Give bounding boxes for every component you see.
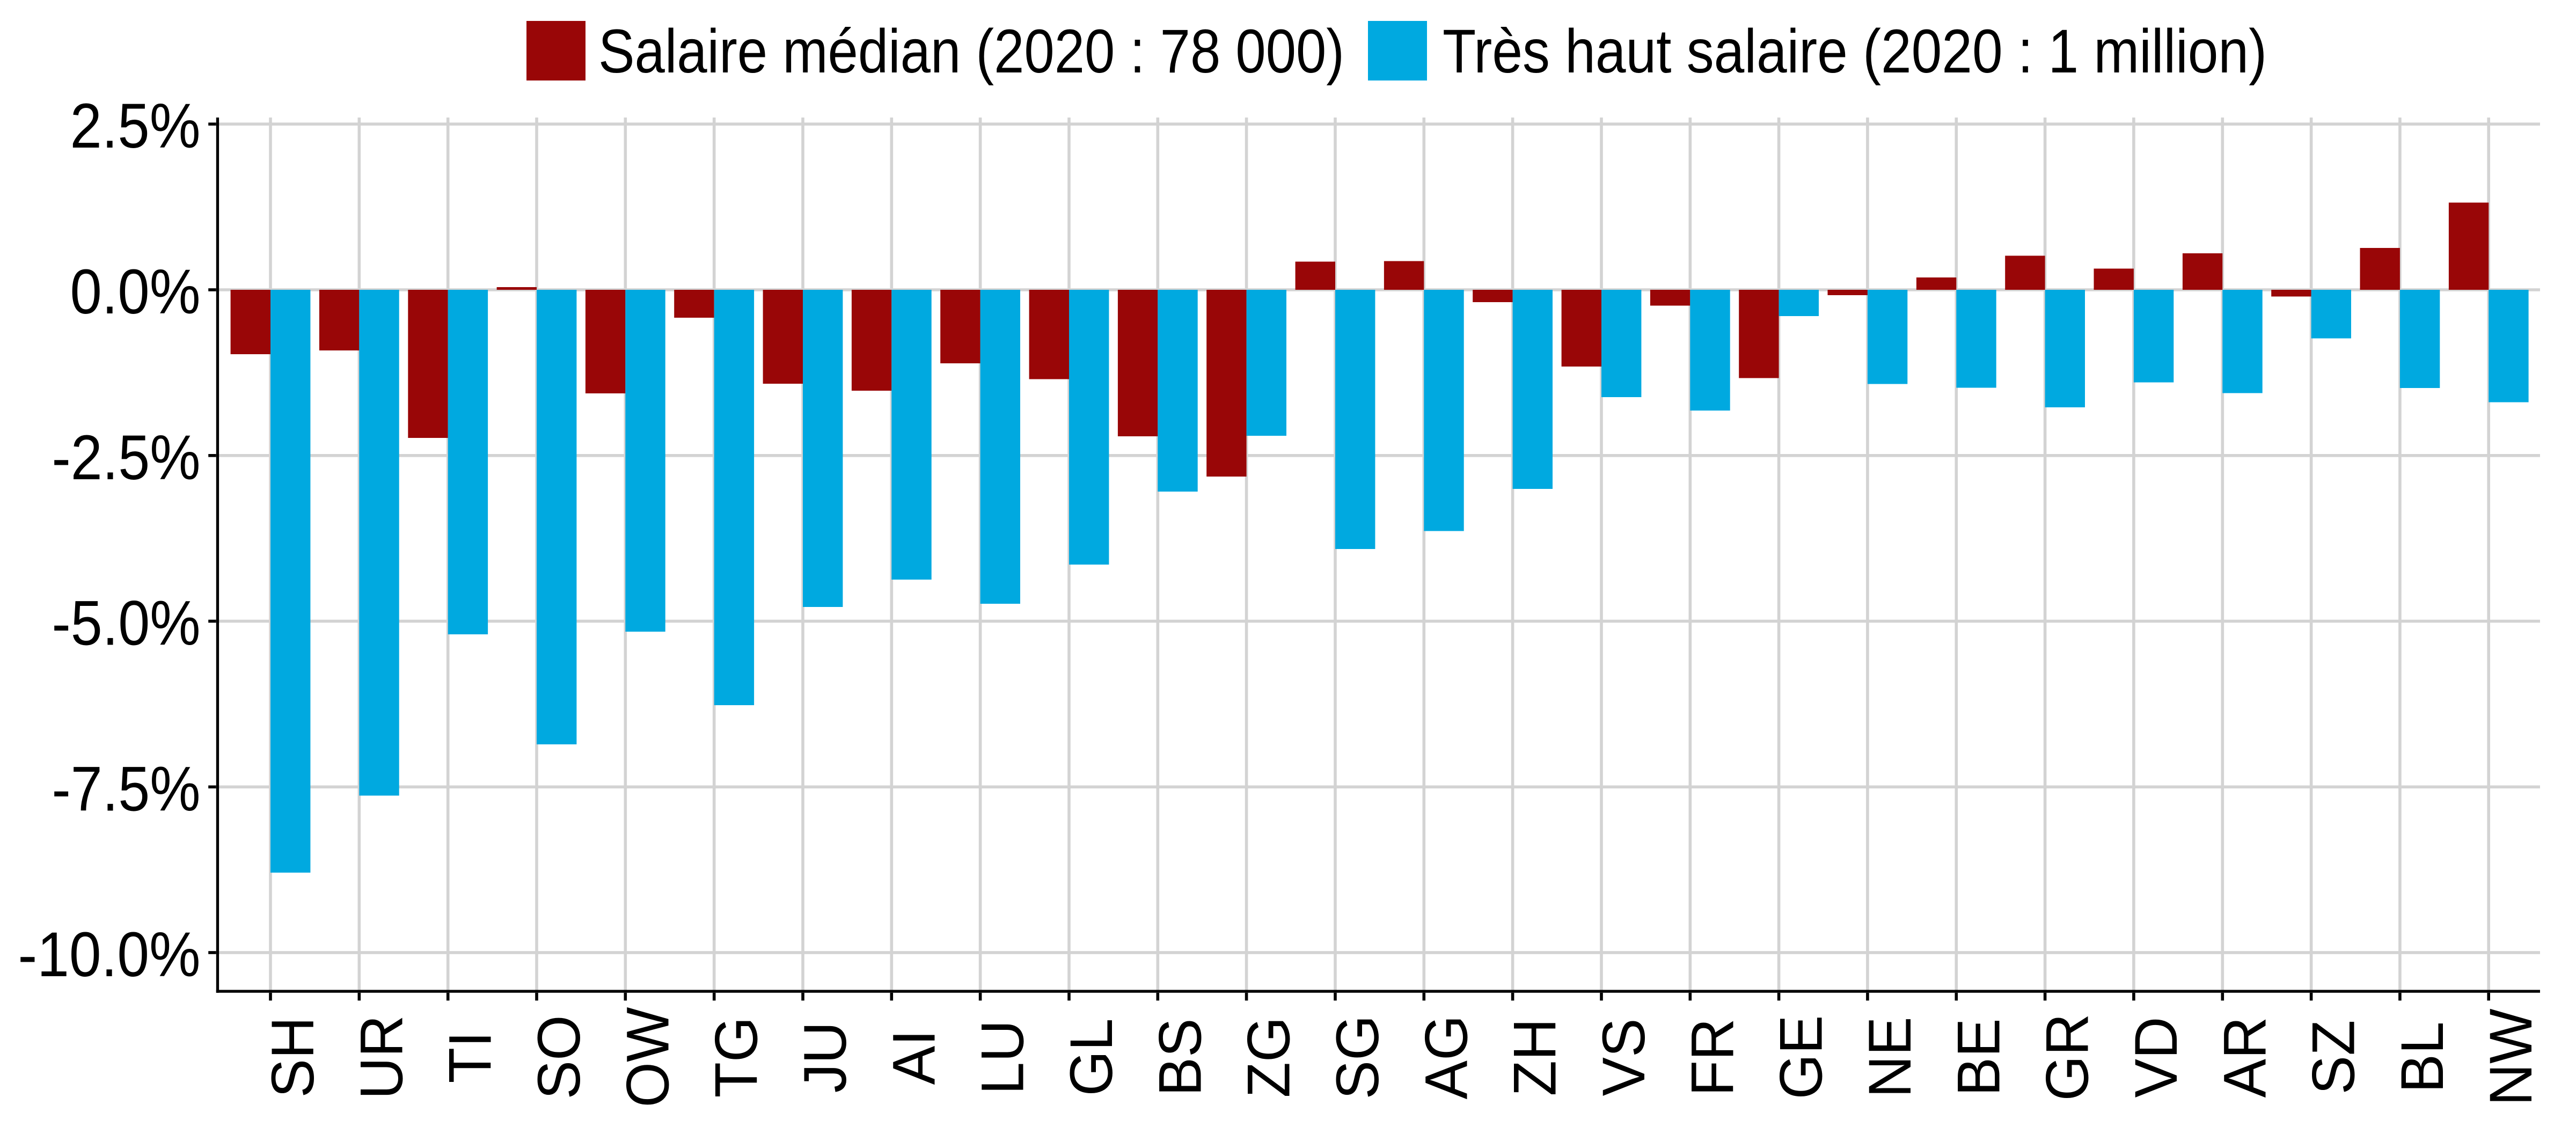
svg-text:-2.5%: -2.5%: [52, 422, 201, 493]
svg-text:TG: TG: [703, 1017, 770, 1098]
svg-text:BL: BL: [2389, 1022, 2456, 1093]
svg-text:BE: BE: [1945, 1019, 2012, 1096]
svg-text:ZH: ZH: [1502, 1019, 1569, 1096]
svg-text:GE: GE: [1768, 1015, 1835, 1100]
svg-text:Très haut salaire (2020 : 1 mi: Très haut salaire (2020 : 1 million): [1443, 17, 2267, 86]
svg-text:0.0%: 0.0%: [70, 257, 201, 327]
svg-text:SG: SG: [1324, 1015, 1391, 1100]
svg-text:NE: NE: [1856, 1017, 1923, 1098]
svg-text:JU: JU: [792, 1022, 859, 1093]
svg-text:UR: UR: [348, 1015, 415, 1100]
svg-text:SH: SH: [259, 1017, 326, 1098]
svg-text:GR: GR: [2034, 1014, 2101, 1101]
svg-text:AG: AG: [1413, 1015, 1480, 1100]
svg-text:FR: FR: [1679, 1019, 1746, 1096]
svg-text:ZG: ZG: [1235, 1017, 1302, 1098]
svg-text:AR: AR: [2211, 1017, 2278, 1098]
svg-text:-5.0%: -5.0%: [52, 588, 201, 659]
svg-text:GL: GL: [1058, 1019, 1125, 1096]
svg-text:OW: OW: [614, 1007, 681, 1107]
svg-text:VD: VD: [2123, 1017, 2190, 1098]
svg-text:NW: NW: [2477, 1008, 2544, 1106]
svg-text:TI: TI: [437, 1031, 504, 1084]
svg-text:Salaire médian (2020 : 78 000): Salaire médian (2020 : 78 000): [598, 17, 1344, 86]
svg-text:AI: AI: [880, 1030, 947, 1085]
svg-text:BS: BS: [1146, 1019, 1213, 1096]
svg-text:SO: SO: [525, 1015, 592, 1100]
svg-text:VS: VS: [1590, 1019, 1657, 1096]
svg-text:-10.0%: -10.0%: [18, 919, 201, 990]
svg-text:LU: LU: [969, 1020, 1036, 1095]
svg-text:SZ: SZ: [2300, 1020, 2367, 1095]
svg-text:2.5%: 2.5%: [70, 91, 201, 162]
svg-text:-7.5%: -7.5%: [52, 753, 201, 824]
